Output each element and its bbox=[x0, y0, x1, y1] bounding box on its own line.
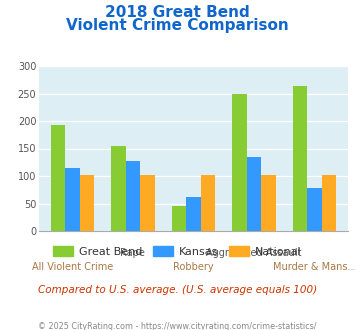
Text: Murder & Mans...: Murder & Mans... bbox=[273, 262, 355, 272]
Bar bbox=[261, 175, 276, 231]
Bar bbox=[232, 93, 247, 231]
Bar bbox=[322, 175, 337, 231]
Legend: Great Bend, Kansas, National: Great Bend, Kansas, National bbox=[49, 242, 306, 261]
Bar bbox=[80, 175, 94, 231]
Text: Robbery: Robbery bbox=[173, 262, 214, 272]
Text: Violent Crime Comparison: Violent Crime Comparison bbox=[66, 18, 289, 33]
Text: Rape: Rape bbox=[120, 248, 145, 258]
Text: © 2025 CityRating.com - https://www.cityrating.com/crime-statistics/: © 2025 CityRating.com - https://www.city… bbox=[38, 322, 317, 330]
Bar bbox=[111, 146, 126, 231]
Bar bbox=[65, 168, 80, 231]
Bar bbox=[140, 175, 155, 231]
Bar bbox=[126, 161, 140, 231]
Bar bbox=[186, 197, 201, 231]
Bar bbox=[247, 157, 261, 231]
Text: All Violent Crime: All Violent Crime bbox=[32, 262, 113, 272]
Bar bbox=[201, 175, 215, 231]
Bar bbox=[307, 187, 322, 231]
Bar bbox=[172, 206, 186, 231]
Text: Compared to U.S. average. (U.S. average equals 100): Compared to U.S. average. (U.S. average … bbox=[38, 285, 317, 295]
Bar bbox=[50, 125, 65, 231]
Text: Aggravated Assault: Aggravated Assault bbox=[206, 248, 302, 258]
Bar bbox=[293, 86, 307, 231]
Text: 2018 Great Bend: 2018 Great Bend bbox=[105, 5, 250, 20]
